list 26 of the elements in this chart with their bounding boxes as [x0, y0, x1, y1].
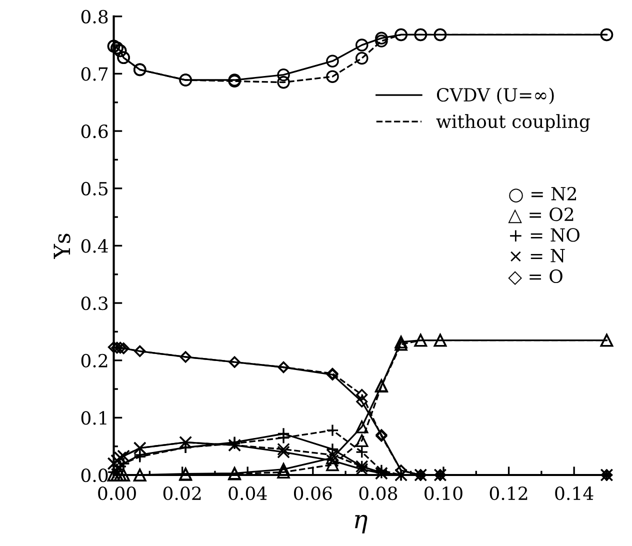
legend-label: CVDV (U=∞) [436, 88, 554, 104]
y-tick-label: 0.1 [81, 411, 106, 425]
y-tick-label: 0.7 [81, 67, 108, 81]
y-tick-label: 0.6 [81, 124, 108, 138]
x-tick-label: 0.04 [228, 486, 267, 500]
annotation: × = N [510, 248, 565, 262]
annotation: ◇ = O [508, 269, 562, 286]
x-tick-label: 0.02 [163, 486, 201, 500]
annotation: ○ = N2 [509, 186, 576, 202]
y-tick-label: 0.0 [81, 468, 108, 482]
annotation: + = NO [510, 228, 580, 242]
y-tick-label: 0.8 [81, 10, 108, 24]
x-tick-label: 0.06 [294, 486, 332, 500]
y-tick-label: 0.3 [81, 296, 108, 310]
y-tick-label: 0.5 [81, 182, 108, 196]
y-tick-label: 0.4 [81, 239, 108, 253]
y-axis-title: Ys [54, 234, 70, 259]
x-axis-title: η [355, 514, 368, 534]
x-tick-label: 0.00 [98, 486, 136, 500]
x-tick-label: 0.10 [424, 486, 462, 500]
legend-label: without coupling [436, 114, 590, 132]
x-tick-label: 0.14 [555, 486, 594, 500]
x-tick-label: 0.08 [359, 486, 398, 500]
x-tick-label: 0.12 [490, 486, 528, 500]
y-tick-label: 0.2 [81, 354, 108, 368]
annotation: △ = O2 [508, 207, 574, 224]
